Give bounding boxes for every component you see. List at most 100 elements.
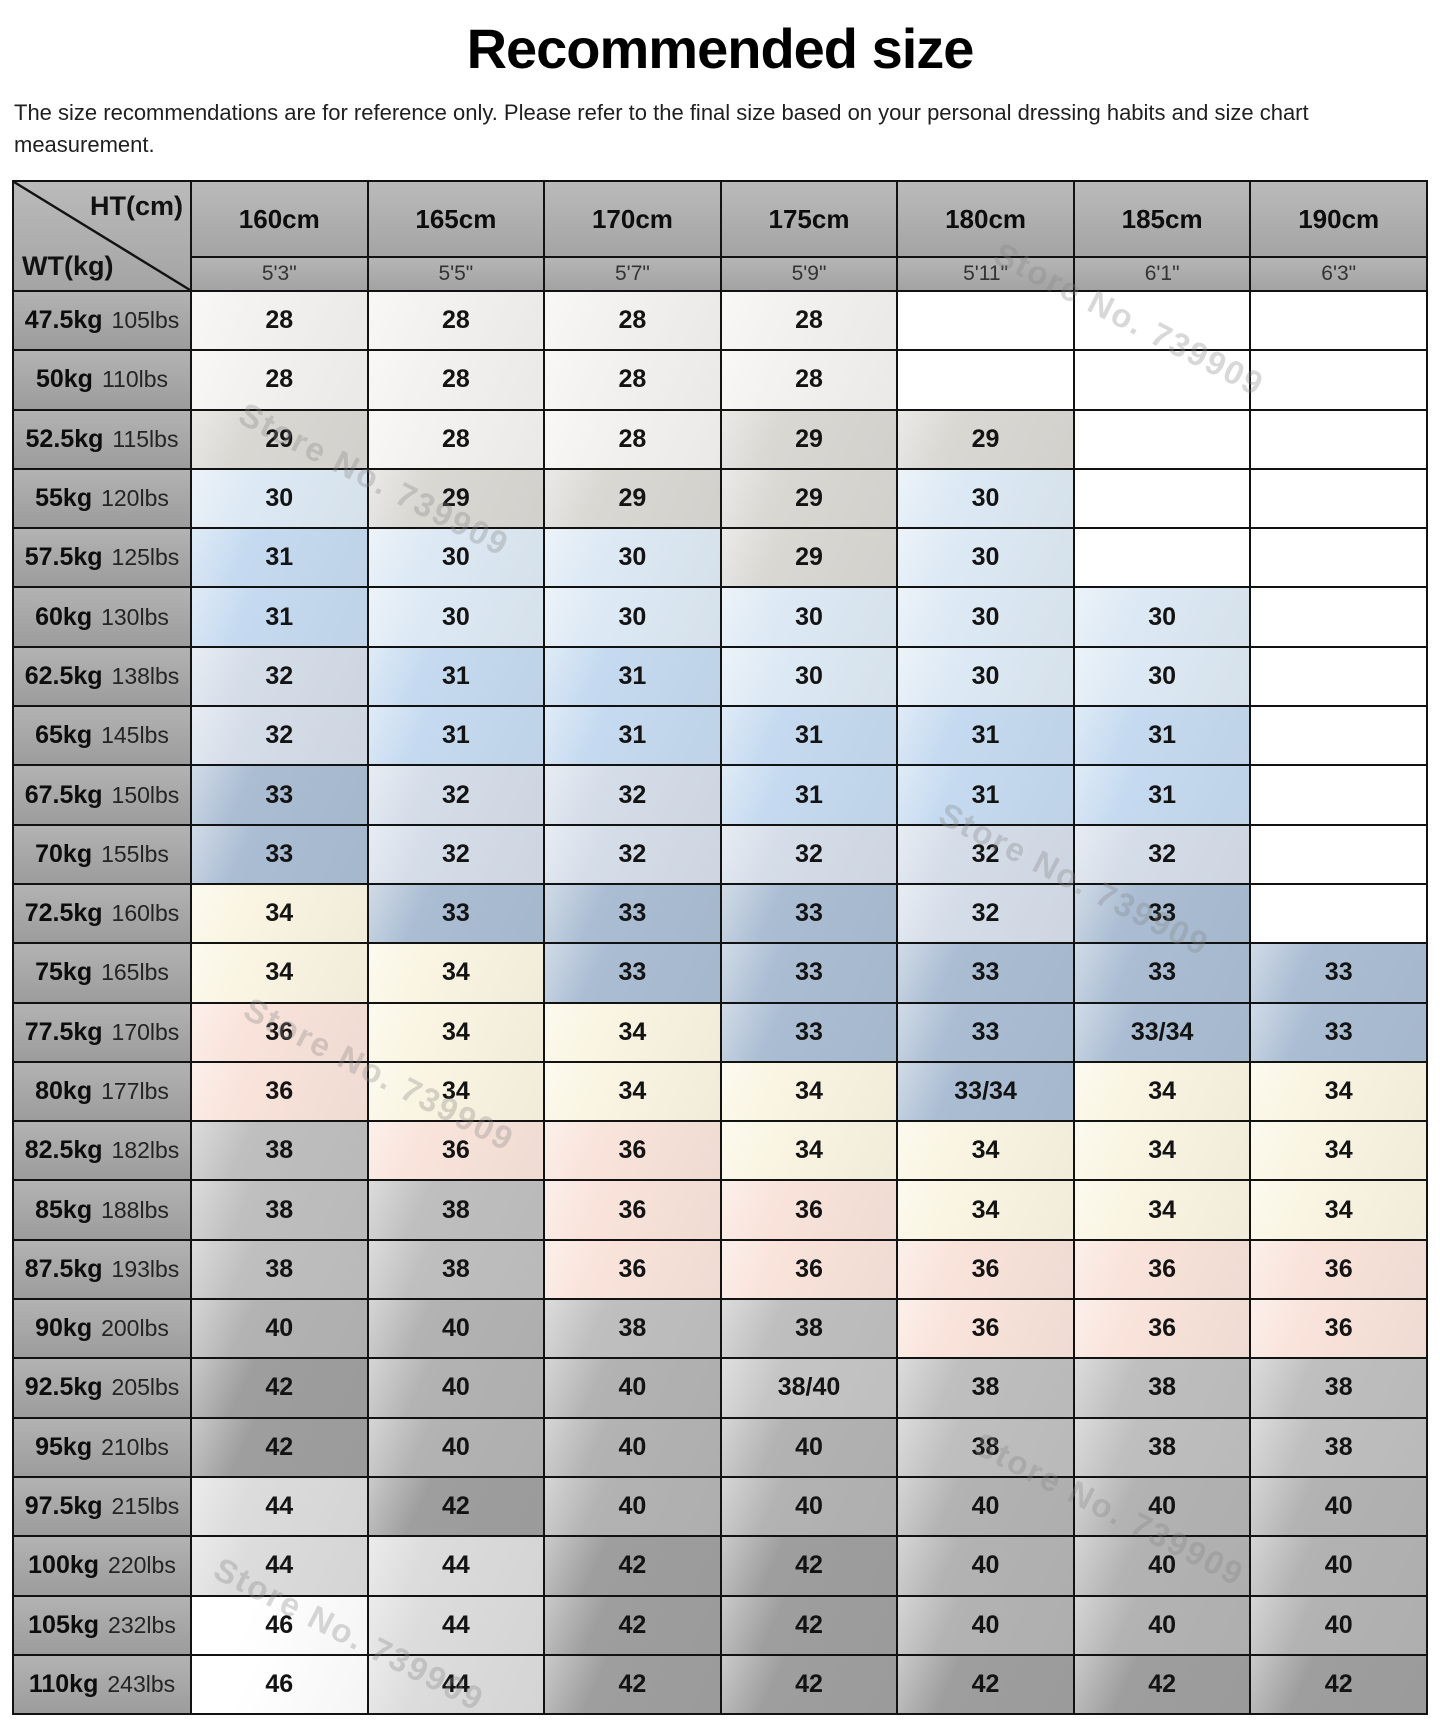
size-cell: 40: [898, 1596, 1073, 1654]
size-cell: 36: [368, 1122, 544, 1180]
col-header-cm: 180cm: [898, 182, 1073, 256]
size-cell: 34: [192, 884, 367, 943]
size-cell: 31: [898, 707, 1073, 765]
size-cell: 36: [898, 1240, 1073, 1299]
row-label-kg: 47.5kg: [24, 306, 103, 335]
size-cell: [898, 292, 1073, 350]
row-label-kg: 60kg: [35, 602, 93, 631]
size-cell: 38/40: [721, 1359, 897, 1417]
size-cell: 30: [368, 588, 544, 646]
col-header-ft: 5'5": [368, 258, 544, 290]
row-label-lbs: 220lbs: [108, 1552, 176, 1579]
row-label: 82.5kg 182lbs: [14, 1122, 190, 1180]
size-cell: 33: [192, 825, 367, 883]
size-cell: 38: [368, 1181, 544, 1239]
size-cell: 34: [721, 1122, 897, 1180]
size-cell: 34: [368, 944, 544, 1002]
size-cell: 34: [1074, 1122, 1250, 1180]
row-label-lbs: 120lbs: [101, 485, 169, 512]
size-cell: 34: [898, 1122, 1073, 1180]
size-cell: 36: [1074, 1300, 1250, 1358]
row-label: 70kg 155lbs: [14, 825, 190, 883]
row-label: 80kg 177lbs: [14, 1062, 190, 1121]
size-cell: [1074, 469, 1250, 528]
row-label-lbs: 150lbs: [111, 781, 180, 808]
row-label-kg: 90kg: [35, 1314, 93, 1343]
size-cell: 30: [721, 647, 897, 706]
size-cell: 42: [368, 1477, 544, 1536]
size-cell: 36: [898, 1300, 1073, 1358]
size-table: HT(cm) WT(kg) 160cm 165cm 170cm 175cm 180cm 1…: [12, 180, 1428, 1716]
size-cell: [1074, 529, 1250, 587]
size-cell: 29: [368, 469, 544, 528]
size-cell: 42: [721, 1537, 897, 1595]
size-cell: [1251, 766, 1426, 824]
size-cell: 33: [1251, 1003, 1426, 1061]
size-cell: 42: [192, 1359, 367, 1417]
size-cell: 34: [192, 944, 367, 1002]
row-label: 55kg 120lbs: [14, 469, 190, 528]
size-cell: 31: [898, 766, 1073, 824]
size-cell: 38: [898, 1418, 1073, 1476]
row-label: 105kg 232lbs: [14, 1596, 190, 1654]
size-cell: 33: [898, 1003, 1073, 1061]
col-header-ft: 5'7": [545, 258, 720, 290]
size-cell: 32: [545, 825, 720, 883]
size-cell: 28: [545, 410, 720, 468]
size-cell: 40: [721, 1418, 897, 1476]
row-label-kg: 52.5kg: [25, 424, 104, 453]
col-header-cm: 160cm: [192, 182, 367, 256]
size-cell: 32: [898, 825, 1073, 883]
size-cell: 30: [545, 588, 720, 646]
row-label-kg: 85kg: [35, 1195, 93, 1224]
size-cell: 33: [1251, 944, 1426, 1002]
size-cell: 38: [192, 1122, 367, 1180]
size-cell: 36: [545, 1122, 720, 1180]
row-label-lbs: 155lbs: [101, 840, 169, 867]
row-label-kg: 65kg: [35, 721, 93, 750]
row-label-lbs: 125lbs: [111, 544, 180, 571]
row-label: 100kg 220lbs: [14, 1537, 190, 1595]
row-label-kg: 50kg: [35, 365, 93, 394]
subtitle-line-2: measurement.: [14, 132, 155, 157]
size-cell: 40: [721, 1477, 897, 1536]
size-cell: 30: [192, 469, 367, 528]
row-label-lbs: 170lbs: [111, 1018, 180, 1045]
row-label-lbs: 215lbs: [111, 1493, 180, 1520]
size-cell: 40: [545, 1359, 720, 1417]
size-cell: 36: [721, 1240, 897, 1299]
size-cell: 34: [368, 1003, 544, 1061]
row-label: 60kg 130lbs: [14, 588, 190, 646]
size-cell: 31: [721, 707, 897, 765]
corner-diagonal-line: [14, 182, 190, 290]
size-cell: [1251, 292, 1426, 350]
size-cell: 33: [368, 884, 544, 943]
size-cell: 28: [192, 292, 367, 350]
size-cell: 32: [368, 825, 544, 883]
size-cell: 30: [898, 469, 1073, 528]
size-cell: 28: [721, 351, 897, 409]
size-cell: 29: [721, 469, 897, 528]
size-cell: [898, 351, 1073, 409]
size-cell: 28: [368, 292, 544, 350]
size-cell: 44: [368, 1596, 544, 1654]
size-cell: 38: [721, 1300, 897, 1358]
row-label-lbs: 145lbs: [101, 722, 169, 749]
size-cell: [1074, 410, 1250, 468]
size-cell: 40: [898, 1477, 1073, 1536]
row-label-kg: 105kg: [28, 1610, 100, 1639]
col-header-ft: 6'3": [1251, 258, 1426, 290]
size-cell: 42: [545, 1655, 720, 1714]
size-cell: 33: [1074, 944, 1250, 1002]
size-cell: 32: [898, 884, 1073, 943]
size-cell: 42: [721, 1655, 897, 1714]
col-header-ft: 5'9": [721, 258, 897, 290]
size-cell: 33/34: [898, 1062, 1073, 1121]
size-cell: 40: [1074, 1596, 1250, 1654]
size-cell: 36: [545, 1240, 720, 1299]
size-cell: 31: [1074, 766, 1250, 824]
page-title: Recommended size: [466, 17, 975, 80]
size-cell: 42: [1251, 1655, 1426, 1714]
size-cell: 34: [1251, 1062, 1426, 1121]
size-cell: 38: [545, 1300, 720, 1358]
